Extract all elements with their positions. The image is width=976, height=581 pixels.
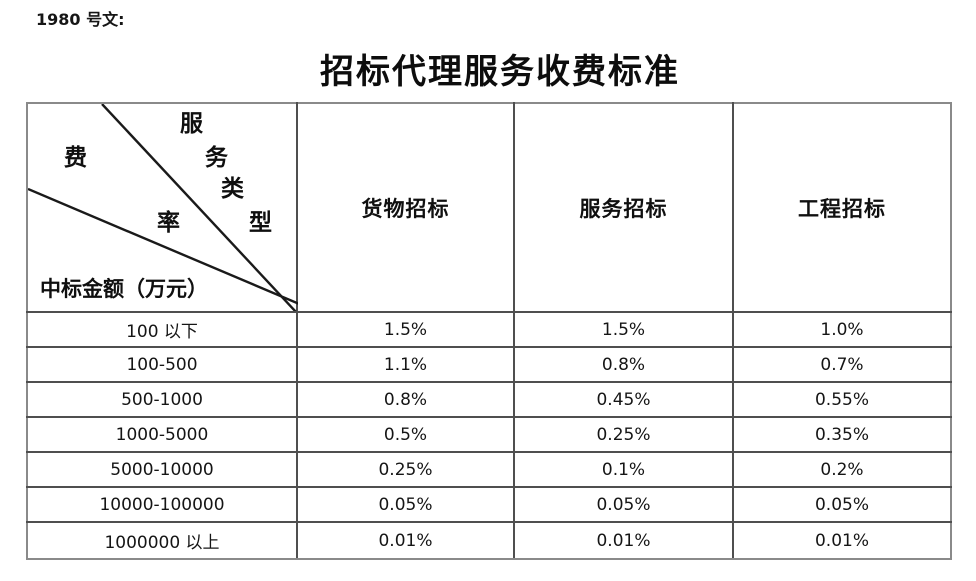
fee-value-cell: 0.2% [732, 451, 952, 488]
fee-value-cell: 0.01% [513, 521, 734, 560]
fee-value-cell: 0.55% [732, 381, 952, 418]
diagonal-divider-lines-icon [28, 104, 298, 311]
fee-value-cell: 1.5% [296, 311, 515, 348]
row-range-label: 100 以下 [26, 311, 298, 348]
corner-label-service-type-char: 类 [221, 176, 244, 201]
fee-value-cell: 0.05% [296, 486, 515, 523]
table-row: 5000-10000 0.25% 0.1% 0.2% [26, 451, 952, 488]
corner-label-service-type-char: 型 [249, 210, 272, 235]
fee-value-cell: 0.7% [732, 346, 952, 383]
fee-value-cell: 0.05% [513, 486, 734, 523]
corner-label-service-type-char: 务 [205, 145, 228, 170]
table-row: 1000000 以上 0.01% 0.01% 0.01% [26, 521, 952, 560]
row-range-label: 500-1000 [26, 381, 298, 418]
fee-value-cell: 0.25% [513, 416, 734, 453]
diagonal-corner-cell: 服 务 类 型 费 率 中标金额（万元） [26, 102, 298, 313]
fee-value-cell: 0.8% [513, 346, 734, 383]
fee-value-cell: 0.01% [732, 521, 952, 560]
fee-value-cell: 0.25% [296, 451, 515, 488]
table-row: 100-500 1.1% 0.8% 0.7% [26, 346, 952, 383]
fee-value-cell: 0.5% [296, 416, 515, 453]
corner-label-service-type-char: 服 [180, 111, 203, 136]
row-range-label: 5000-10000 [26, 451, 298, 488]
table-row: 10000-100000 0.05% 0.05% 0.05% [26, 486, 952, 523]
column-header-service-bidding: 服务招标 [513, 102, 734, 313]
table-row: 100 以下 1.5% 1.5% 1.0% [26, 311, 952, 348]
corner-label-bid-amount: 中标金额（万元） [40, 277, 208, 301]
row-range-label: 1000-5000 [26, 416, 298, 453]
fee-value-cell: 0.01% [296, 521, 515, 560]
table-row: 500-1000 0.8% 0.45% 0.55% [26, 381, 952, 418]
row-range-label: 1000000 以上 [26, 521, 298, 560]
corner-label-fee-rate-char: 费 [64, 145, 87, 170]
fee-value-cell: 1.5% [513, 311, 734, 348]
fee-value-cell: 0.1% [513, 451, 734, 488]
page-title: 招标代理服务收费标准 [320, 54, 680, 91]
fee-value-cell: 0.45% [513, 381, 734, 418]
table-row: 1000-5000 0.5% 0.25% 0.35% [26, 416, 952, 453]
fee-value-cell: 1.1% [296, 346, 515, 383]
fee-value-cell: 1.0% [732, 311, 952, 348]
table-header-row: 服 务 类 型 费 率 中标金额（万元） 货物招标 服务招标 工程招标 [26, 102, 952, 313]
fee-value-cell: 0.05% [732, 486, 952, 523]
row-range-label: 10000-100000 [26, 486, 298, 523]
fee-value-cell: 0.8% [296, 381, 515, 418]
row-range-label: 100-500 [26, 346, 298, 383]
column-header-engineering-bidding: 工程招标 [732, 102, 952, 313]
document-ref-label: 1980 号文: [36, 10, 125, 29]
column-header-goods-bidding: 货物招标 [296, 102, 515, 313]
fee-standard-table: 服 务 类 型 费 率 中标金额（万元） 货物招标 服务招标 工程招标 100 … [26, 102, 952, 560]
fee-value-cell: 0.35% [732, 416, 952, 453]
corner-label-fee-rate-char: 率 [157, 210, 180, 235]
